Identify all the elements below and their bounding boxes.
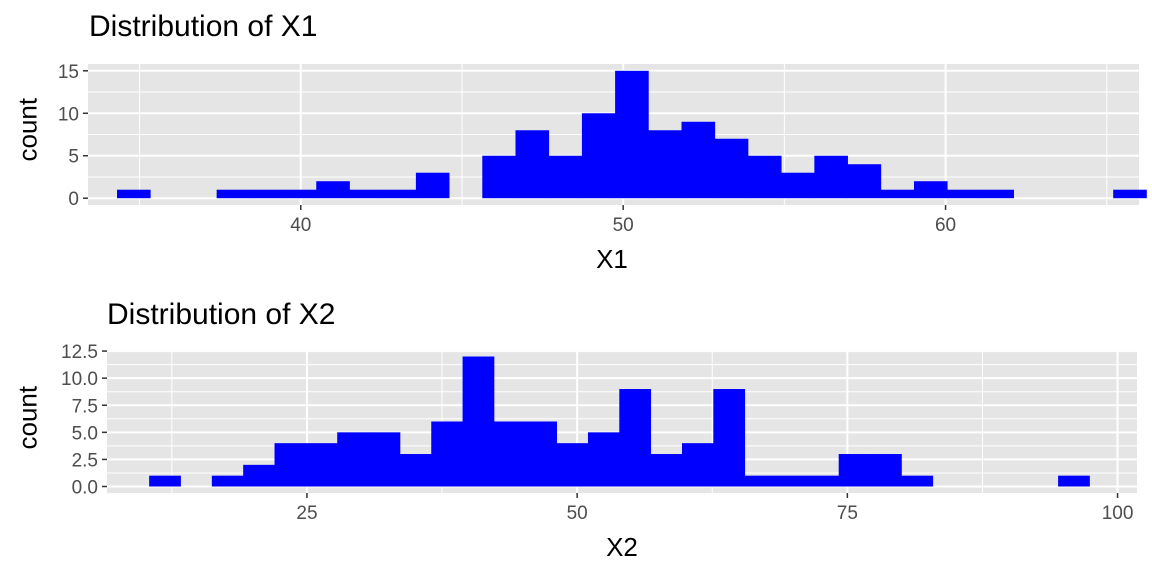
- histogram-bar: [980, 189, 1014, 199]
- histogram-bar: [744, 475, 777, 487]
- histogram-bar: [913, 181, 948, 199]
- x-tick-label: 25: [296, 503, 317, 524]
- histogram-bar: [431, 421, 463, 487]
- histogram-bar: [807, 475, 840, 487]
- histogram-bar: [947, 189, 981, 199]
- histogram-bar: [648, 130, 682, 199]
- histogram-bar: [316, 181, 350, 199]
- histogram-bar: [619, 389, 652, 487]
- y-tick-label: 7.5: [72, 396, 98, 417]
- x-axis-title: X2: [606, 532, 638, 562]
- histogram-bar: [1113, 189, 1147, 199]
- y-tick-label: 10.0: [61, 369, 98, 390]
- histogram-bar: [368, 432, 401, 487]
- histogram-bar: [880, 189, 915, 199]
- histogram-bar: [482, 155, 516, 199]
- histogram-bar: [349, 189, 384, 199]
- x2-histogram: Distribution of X2 count X2 0.0 2.5 5.0 7.5…: [0, 288, 1152, 576]
- histogram-bar: [814, 155, 848, 199]
- histogram-bar: [901, 475, 934, 487]
- x-tick-label: 60: [935, 215, 956, 236]
- chart-title: Distribution of X2: [107, 298, 336, 331]
- histogram-bar: [838, 454, 871, 487]
- histogram-bar: [337, 432, 369, 487]
- x-tick-label: 40: [290, 215, 311, 236]
- plot-area: 0 5 10 15 40 50 60: [58, 62, 1147, 236]
- histogram-bar: [615, 70, 649, 199]
- y-tick-label: 0.0: [72, 478, 98, 499]
- histogram-bar: [781, 172, 815, 199]
- histogram-bar: [249, 189, 284, 199]
- histogram-bar: [714, 138, 749, 199]
- histogram-bar: [776, 475, 808, 487]
- y-tick-label: 0: [68, 189, 79, 210]
- histogram-bar: [515, 130, 550, 199]
- histogram-bar: [274, 443, 307, 487]
- y-tick-label: 12.5: [61, 342, 98, 363]
- histogram-bar: [243, 464, 275, 487]
- histogram-bar: [870, 454, 902, 487]
- histogram-bar: [587, 432, 620, 487]
- x-tick-label: 50: [613, 215, 634, 236]
- histogram-bar: [216, 189, 251, 199]
- histogram-bar: [681, 443, 714, 487]
- y-tick-label: 2.5: [72, 450, 98, 471]
- histogram-bar: [681, 121, 716, 199]
- x1-histogram: Distribution of X1 count X1 0 5 10 15 40 50 60: [13, 10, 1147, 274]
- y-tick-label: 15: [58, 62, 79, 83]
- histogram-bar: [415, 172, 450, 199]
- y-tick-label: 10: [58, 104, 79, 125]
- histogram-bar: [493, 421, 526, 487]
- histogram-bar: [382, 189, 417, 199]
- histogram-bar: [847, 164, 882, 199]
- histogram-bar: [713, 389, 746, 487]
- histogram-bar: [305, 443, 338, 487]
- y-tick-label: 5: [68, 147, 79, 168]
- histogram-bar: [747, 155, 782, 199]
- histogram-bar: [581, 113, 616, 199]
- y-tick-label: 5.0: [72, 423, 98, 444]
- histogram-bar: [149, 475, 181, 487]
- histogram-bar: [525, 421, 558, 487]
- plot-area: 0.0 2.5 5.0 7.5 10.0 12.5 25 50 75 100: [61, 342, 1137, 524]
- x-tick-label: 50: [567, 503, 588, 524]
- histogram-bar: [211, 475, 244, 487]
- chart-title: Distribution of X1: [89, 10, 318, 43]
- x-axis-title: X1: [596, 244, 628, 274]
- histogram-bar: [117, 189, 151, 199]
- x-tick-label: 75: [837, 503, 858, 524]
- histogram-bar: [283, 189, 317, 199]
- histogram-bar: [399, 454, 432, 487]
- histogram-bar: [548, 155, 583, 199]
- histogram-bar: [650, 454, 683, 487]
- histogram-bar: [556, 443, 589, 487]
- x-tick-label: 100: [1102, 503, 1134, 524]
- histogram-bar: [1058, 475, 1090, 487]
- histogram-bar: [462, 356, 495, 487]
